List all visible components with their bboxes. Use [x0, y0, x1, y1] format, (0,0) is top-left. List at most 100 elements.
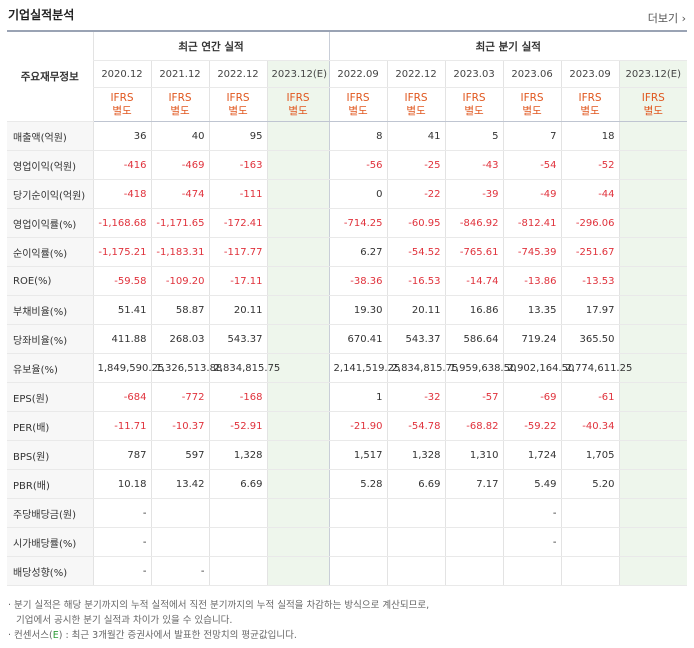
table-cell: 19.30	[328, 295, 388, 325]
row-label: PER(배)	[7, 411, 93, 441]
table-cell: 58.87	[150, 295, 209, 325]
table-cell	[444, 498, 504, 528]
table-cell	[386, 556, 446, 586]
table-cell	[266, 324, 330, 354]
table-cell	[328, 527, 388, 557]
table-cell: 543.37	[386, 324, 446, 354]
table-cell: -14.74	[444, 266, 504, 296]
table-cell: -1,171.65	[150, 208, 209, 238]
notes: · 분기 실적은 해당 분기까지의 누적 실적에서 직전 분기까지의 누적 실적…	[8, 598, 429, 643]
table-cell: 1,849,590.25	[92, 353, 164, 383]
table-cell	[208, 527, 267, 557]
table-cell	[560, 498, 620, 528]
table-cell	[266, 527, 330, 557]
table-cell: -68.82	[444, 411, 504, 441]
ifrs-label: IFRS	[578, 91, 602, 104]
separate-label: 별도	[288, 104, 308, 117]
ifrs-badge: IFRS 별도	[328, 87, 388, 122]
row-label: 순이익률(%)	[7, 237, 93, 267]
table-cell: 1,724	[502, 440, 562, 470]
table-cell: 543.37	[208, 324, 267, 354]
table-cell: 36	[92, 121, 151, 151]
table-cell: -43	[444, 150, 504, 180]
table-cell: 95	[208, 121, 267, 151]
table-cell: -59.58	[92, 266, 151, 296]
period-header: 2022.12	[386, 60, 446, 88]
row-label: EPS(원)	[7, 382, 93, 412]
ifrs-label: IFRS	[346, 91, 370, 104]
row-label: 배당성향(%)	[7, 556, 93, 586]
table-cell: 5	[444, 121, 504, 151]
table-cell: -684	[92, 382, 151, 412]
table-row: 주당배당금(원) - -	[7, 498, 688, 528]
ifrs-badge: IFRS 별도	[386, 87, 446, 122]
table-cell: -60.95	[386, 208, 446, 238]
table-cell: 1,328	[208, 440, 267, 470]
table-cell: -812.41	[502, 208, 562, 238]
separate-label: 별도	[643, 104, 663, 117]
period-header: 2020.12	[92, 60, 151, 88]
table-cell: -	[92, 498, 151, 528]
separate-label: 별도	[522, 104, 542, 117]
table-cell: -44	[560, 179, 620, 209]
table-row: 유보율(%) 1,849,590.25 1,326,513.88 2,834,815.…	[7, 353, 688, 383]
table-cell: -416	[92, 150, 151, 180]
quarterly-header: 최근 분기 실적	[328, 30, 688, 61]
table-cell: 670.41	[328, 324, 388, 354]
period-header: 2022.09	[328, 60, 388, 88]
row-label: PBR(배)	[7, 469, 93, 499]
table-cell	[150, 527, 209, 557]
table-cell: -111	[208, 179, 267, 209]
table-cell: 2,774,611.25	[560, 353, 632, 383]
table-cell	[560, 556, 620, 586]
section-title: 기업실적분석	[8, 8, 75, 22]
table-cell: 8	[328, 121, 388, 151]
table-row: 영업이익률(%) -1,168.68 -1,171.65 -172.41 -714.25…	[7, 208, 688, 238]
table-cell: -25	[386, 150, 446, 180]
table-cell: 5.20	[560, 469, 620, 499]
table-cell: 2,834,815.75	[208, 353, 280, 383]
ifrs-label: IFRS	[641, 91, 665, 104]
table-cell: 7	[502, 121, 562, 151]
table-cell: -54.52	[386, 237, 446, 267]
row-label: 당기순이익(억원)	[7, 179, 93, 209]
note-line: 기업에서 공시한 분기 실적과 차이가 있을 수 있습니다.	[16, 615, 233, 626]
period-header: 2023.03	[444, 60, 504, 88]
table-cell: 1,959,638.50	[444, 353, 516, 383]
chevron-right-icon: ›	[681, 12, 686, 25]
table-cell: 268.03	[150, 324, 209, 354]
table-cell: 787	[92, 440, 151, 470]
table-cell	[618, 266, 688, 296]
table-cell	[618, 556, 688, 586]
ifrs-label: IFRS	[168, 91, 192, 104]
ifrs-label: IFRS	[226, 91, 250, 104]
ifrs-label: IFRS	[110, 91, 134, 104]
table-cell: -1,175.21	[92, 237, 151, 267]
table-cell	[618, 150, 688, 180]
table-cell	[618, 469, 688, 499]
table-cell: 20.11	[386, 295, 446, 325]
period-header: 2023.06	[502, 60, 562, 88]
table-cell: -16.53	[386, 266, 446, 296]
table-cell: -846.92	[444, 208, 504, 238]
ifrs-label: IFRS	[404, 91, 428, 104]
table-cell: -52.91	[208, 411, 267, 441]
table-cell	[502, 556, 562, 586]
table-row: 매출액(억원) 36 40 95 8 41 5 7 18	[7, 121, 688, 151]
table-cell	[266, 179, 330, 209]
table-cell	[386, 527, 446, 557]
table-cell: -	[502, 527, 562, 557]
table-cell: -54.78	[386, 411, 446, 441]
row-label: 매출액(억원)	[7, 121, 93, 151]
table-cell	[266, 150, 330, 180]
row-label: ROE(%)	[7, 266, 93, 296]
table-cell: 51.41	[92, 295, 151, 325]
annual-header: 최근 연간 실적	[92, 30, 330, 61]
more-link[interactable]: 더보기 ›	[647, 12, 686, 25]
table-cell: -32	[386, 382, 446, 412]
table-cell: -11.71	[92, 411, 151, 441]
table-cell	[618, 411, 688, 441]
table-cell: 1,328	[386, 440, 446, 470]
row-label: 영업이익(억원)	[7, 150, 93, 180]
table-cell: -49	[502, 179, 562, 209]
